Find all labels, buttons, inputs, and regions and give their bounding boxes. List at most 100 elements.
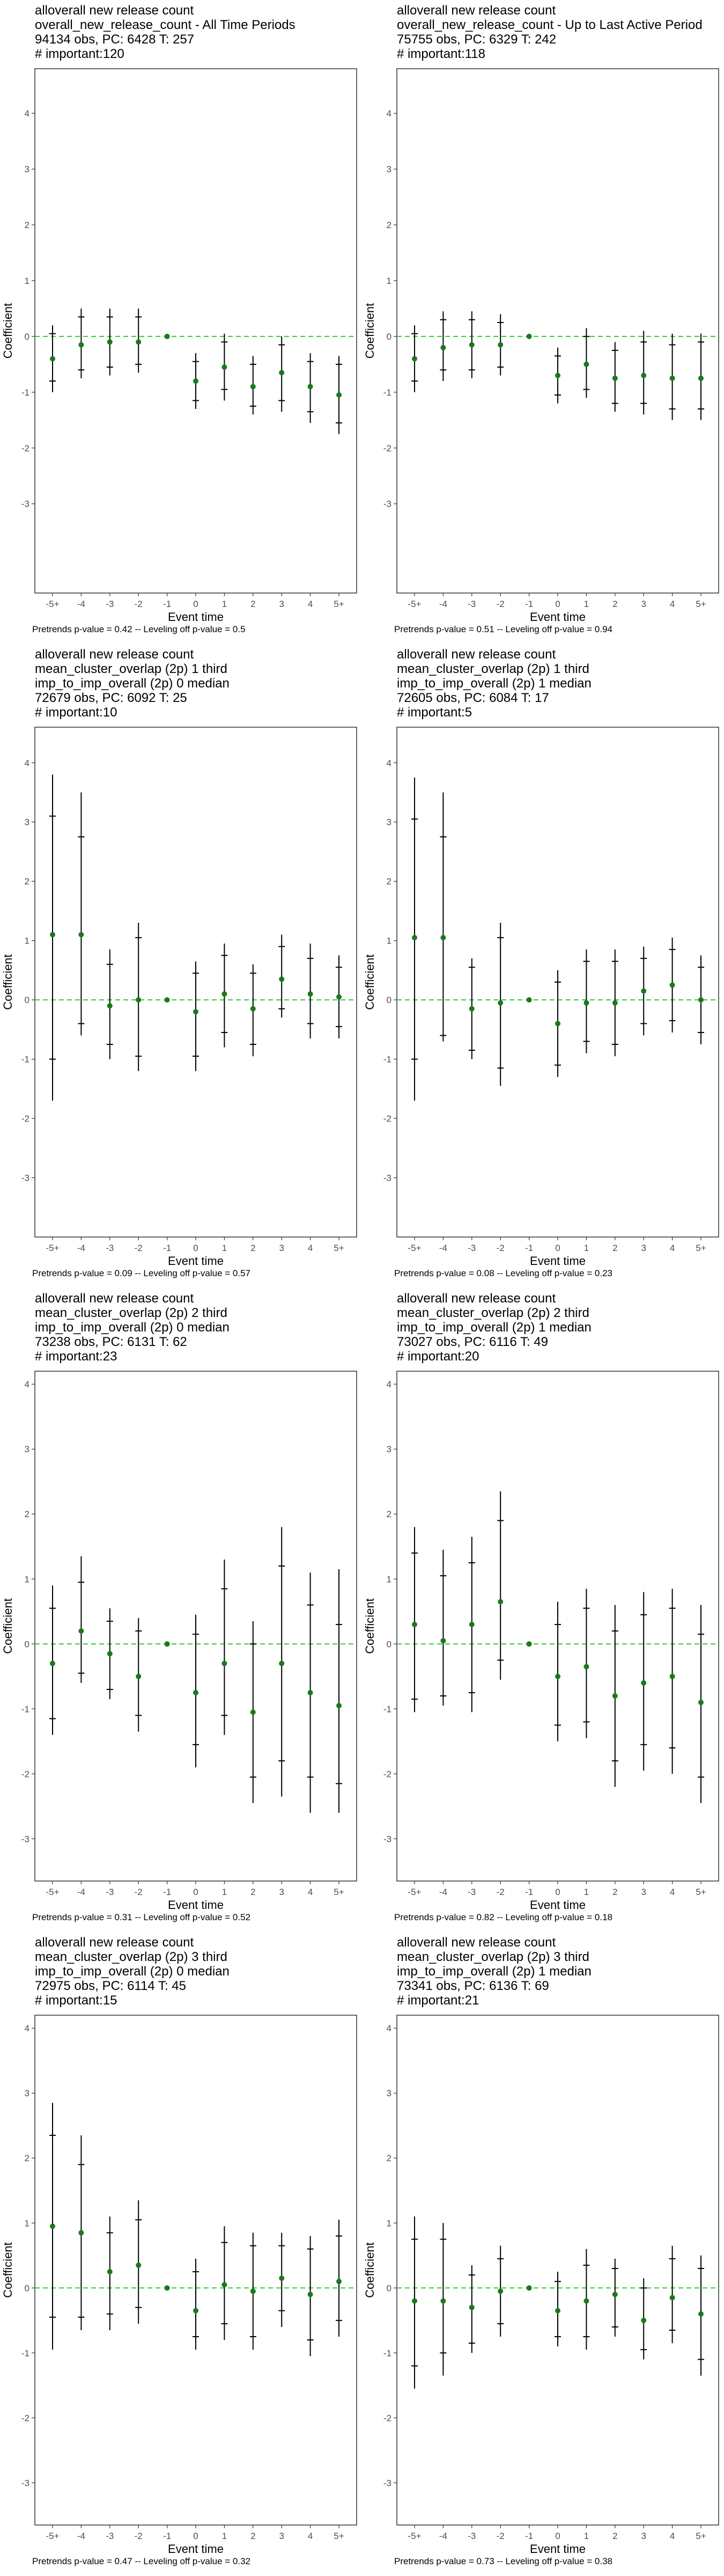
y-tick-label: 0 bbox=[25, 332, 29, 342]
x-axis-label: Event time bbox=[530, 1898, 586, 1912]
chart-title-line: mean_cluster_overlap (2p) 2 third bbox=[35, 1306, 227, 1320]
x-tick-label: -4 bbox=[439, 2531, 447, 2541]
x-tick-label: -4 bbox=[77, 2531, 85, 2541]
y-tick-label: -1 bbox=[21, 2348, 29, 2358]
estimate-point bbox=[555, 372, 560, 378]
estimate-point bbox=[440, 345, 446, 350]
chart-title-line: alloverall new release count bbox=[397, 1291, 556, 1306]
estimate-point bbox=[698, 997, 704, 1003]
y-tick-label: 0 bbox=[387, 332, 391, 342]
chart-title-line: imp_to_imp_overall (2p) 0 median bbox=[35, 1964, 230, 1979]
estimate-point bbox=[307, 1690, 313, 1696]
estimate-point bbox=[307, 2292, 313, 2297]
y-tick-label: -3 bbox=[21, 1173, 29, 1183]
x-axis-label: Event time bbox=[530, 2542, 586, 2556]
estimate-point bbox=[583, 2298, 589, 2304]
estimate-point bbox=[50, 2223, 55, 2229]
p-value-footnote: Pretrends p-value = 0.08 -- Leveling off… bbox=[394, 1268, 612, 1278]
y-tick-label: -2 bbox=[383, 443, 391, 453]
chart-title-line: imp_to_imp_overall (2p) 1 median bbox=[397, 1320, 592, 1335]
y-tick-label: 2 bbox=[387, 1509, 391, 1519]
chart-title-line: alloverall new release count bbox=[397, 1935, 556, 1950]
y-tick-label: -1 bbox=[383, 1704, 391, 1714]
x-tick-label: 4 bbox=[308, 1887, 313, 1897]
x-tick-label: -4 bbox=[439, 599, 447, 609]
chart-title-line: # important:20 bbox=[397, 1349, 479, 1364]
x-tick-label: 4 bbox=[670, 1243, 675, 1253]
y-tick-label: -1 bbox=[21, 1704, 29, 1714]
estimate-point bbox=[307, 384, 313, 390]
x-tick-label: 5+ bbox=[696, 2531, 706, 2541]
y-axis-label: Coefficient bbox=[363, 1598, 376, 1654]
estimate-point bbox=[107, 2269, 113, 2275]
chart-plot: -3 -2 -1 0 1 2 3 4 -5+ -4 -3 -2 -1 0 1 2 3 4 5+ Event time C… bbox=[363, 68, 719, 624]
y-tick-label: 1 bbox=[387, 936, 391, 946]
estimate-point bbox=[612, 1693, 618, 1699]
x-tick-label: 1 bbox=[584, 599, 589, 609]
x-tick-label: -1 bbox=[163, 1887, 171, 1897]
chart-plot: -3 -2 -1 0 1 2 3 4 -5+ -4 -3 -2 -1 0 1 2 3 4 5+ Event time C… bbox=[1, 2015, 357, 2556]
chart-title-line: # important:21 bbox=[397, 1993, 479, 2008]
x-tick-label: -3 bbox=[468, 1887, 476, 1897]
x-tick-label: 1 bbox=[222, 1243, 227, 1253]
y-tick-label: 4 bbox=[387, 758, 391, 768]
y-tick-label: 2 bbox=[25, 220, 29, 230]
x-tick-label: 1 bbox=[584, 2531, 589, 2541]
x-tick-label: -3 bbox=[468, 599, 476, 609]
x-tick-label: -1 bbox=[163, 2531, 171, 2541]
x-tick-label: 0 bbox=[193, 1887, 198, 1897]
x-axis-label: Event time bbox=[530, 610, 586, 624]
y-tick-label: -3 bbox=[21, 1834, 29, 1844]
y-axis-label: Coefficient bbox=[1, 2242, 14, 2298]
x-tick-label: 3 bbox=[641, 2531, 646, 2541]
x-tick-label: -3 bbox=[468, 1243, 476, 1253]
estimate-point bbox=[50, 932, 55, 938]
plot-border bbox=[396, 2015, 719, 2526]
estimate-point bbox=[440, 2298, 446, 2304]
y-tick-label: 2 bbox=[387, 876, 391, 887]
x-tick-label: -1 bbox=[525, 599, 533, 609]
estimate-point bbox=[336, 1703, 342, 1709]
chart-title: alloverall new release count mean_cluster… bbox=[397, 1291, 592, 1364]
estimate-point bbox=[107, 1651, 113, 1657]
estimate-point bbox=[412, 935, 417, 941]
y-tick-label: 1 bbox=[387, 1574, 391, 1584]
x-tick-label: 3 bbox=[279, 1887, 284, 1897]
y-tick-label: 1 bbox=[25, 276, 29, 286]
y-tick-label: 3 bbox=[25, 1444, 29, 1454]
estimate-point bbox=[412, 1621, 417, 1627]
chart-title: alloverall new release count mean_cluster… bbox=[397, 647, 592, 720]
y-tick-label: -2 bbox=[21, 1769, 29, 1779]
x-axis-label: Event time bbox=[168, 2542, 224, 2556]
x-tick-label: -4 bbox=[77, 1887, 85, 1897]
estimate-point bbox=[50, 356, 55, 362]
x-tick-label: 1 bbox=[584, 1887, 589, 1897]
estimate-point bbox=[221, 1660, 227, 1666]
estimate-point bbox=[440, 935, 446, 941]
y-tick-label: 0 bbox=[387, 2283, 391, 2293]
x-tick-label: 2 bbox=[250, 2531, 255, 2541]
estimate-point bbox=[698, 1700, 704, 1706]
x-tick-label: -2 bbox=[135, 2531, 143, 2541]
y-tick-label: -3 bbox=[383, 499, 391, 509]
estimate-point bbox=[250, 1709, 256, 1715]
y-tick-label: 3 bbox=[387, 164, 391, 174]
estimate-point bbox=[555, 1021, 560, 1027]
x-tick-label: 5+ bbox=[334, 1243, 344, 1253]
estimate-point bbox=[136, 339, 142, 345]
estimate-point bbox=[526, 333, 532, 339]
chart-title-line: imp_to_imp_overall (2p) 0 median bbox=[35, 676, 230, 691]
estimate-point bbox=[641, 2317, 647, 2323]
estimate-point bbox=[193, 378, 198, 384]
y-tick-label: 4 bbox=[25, 1379, 29, 1389]
x-tick-label: -4 bbox=[77, 599, 85, 609]
x-tick-label: -2 bbox=[135, 599, 143, 609]
y-tick-label: 2 bbox=[387, 220, 391, 230]
chart-title-line: # important:5 bbox=[397, 705, 472, 720]
y-tick-label: 1 bbox=[25, 2218, 29, 2228]
estimate-point bbox=[669, 982, 675, 988]
p-value-footnote: Pretrends p-value = 0.09 -- Leveling off… bbox=[32, 1268, 250, 1278]
y-tick-label: 3 bbox=[25, 164, 29, 174]
y-tick-label: -1 bbox=[21, 387, 29, 398]
estimate-point bbox=[279, 1660, 285, 1666]
